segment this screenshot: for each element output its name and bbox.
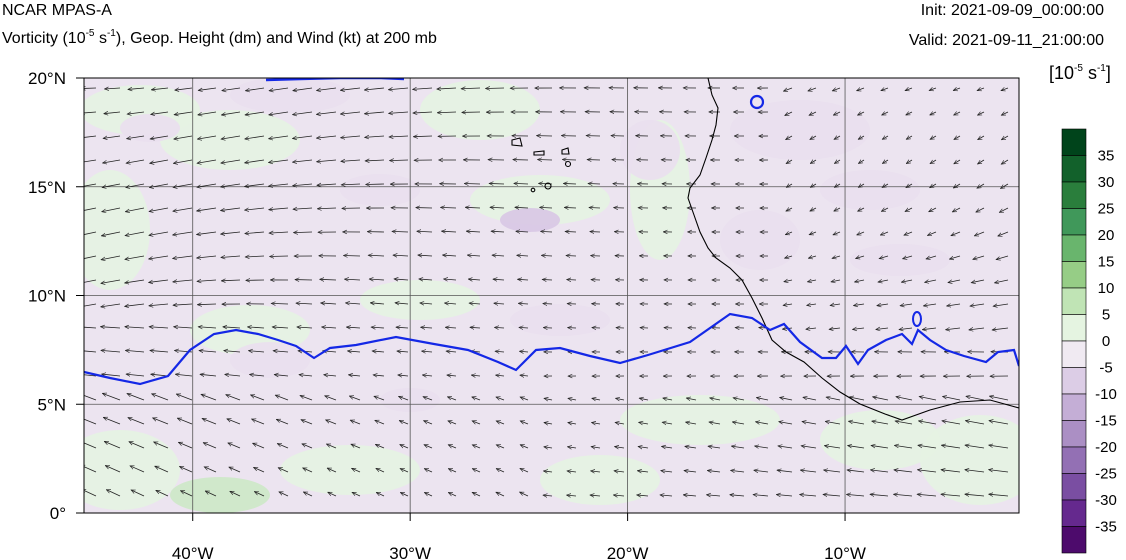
colorbar-swatch — [1061, 261, 1087, 289]
longitude-labels: 40°W 30°W 20°W 10°W — [172, 544, 866, 560]
colorbar-label: 10 — [1098, 280, 1115, 297]
colorbar-swatch — [1061, 526, 1087, 554]
colorbar-swatch — [1061, 446, 1087, 474]
longitude-label: 40°W — [172, 544, 214, 560]
colorbar-labels: 35 30 25 20 15 10 5 0 -5 -10 -15 -20 -25 -30 -35 — [1095, 148, 1117, 536]
colorbar-swatch — [1061, 314, 1087, 342]
colorbar-label: -30 — [1095, 492, 1117, 509]
colorbar-swatch — [1061, 181, 1087, 209]
colorbar-label: -35 — [1095, 519, 1117, 536]
valid-time: Valid: 2021-09-11_21:00:00 — [908, 32, 1104, 49]
latitude-label: 5°N — [37, 395, 66, 414]
colorbar-label: -10 — [1095, 386, 1117, 403]
colorbar-swatch — [1061, 393, 1087, 421]
colorbar-label: -20 — [1095, 439, 1117, 456]
colorbar-label: 35 — [1098, 148, 1115, 165]
colorbar — [1061, 128, 1087, 554]
model-title: NCAR MPAS-A — [2, 2, 112, 19]
latitude-label: 0° — [50, 504, 66, 523]
colorbar-swatch — [1061, 420, 1087, 448]
geopotential-contour-south — [84, 312, 1019, 386]
colorbar-swatch — [1061, 367, 1087, 395]
colorbar-units: [10-5 s-1] — [1049, 63, 1111, 83]
colorbar-swatch — [1061, 234, 1087, 262]
colorbar-swatch — [1061, 473, 1087, 501]
latitude-label: 10°N — [28, 287, 66, 306]
colorbar-label: -5 — [1099, 360, 1112, 377]
init-time: Init: 2021-09-09_00:00:00 — [920, 2, 1104, 19]
longitude-label: 10°W — [824, 544, 866, 560]
colorbar-swatch — [1061, 128, 1087, 156]
colorbar-label: -25 — [1095, 466, 1117, 483]
colorbar-label: 0 — [1102, 333, 1110, 350]
colorbar-swatch — [1061, 340, 1087, 368]
geopotential-closed-contour — [912, 311, 922, 327]
colorbar-swatch — [1061, 499, 1087, 527]
colorbar-swatch — [1061, 208, 1087, 236]
plot-subtitle: Vorticity (10-5 s-1), Geop. Height (dm) … — [2, 27, 437, 47]
vorticity-field — [84, 78, 1019, 513]
latitude-label: 15°N — [28, 178, 66, 197]
axis-ticks — [76, 77, 846, 521]
latitude-labels: 20°N 15°N 10°N 5°N 0° — [28, 69, 66, 523]
colorbar-label: 30 — [1098, 174, 1115, 191]
colorbar-label: -15 — [1095, 413, 1117, 430]
colorbar-label: 15 — [1098, 254, 1115, 271]
cape-verde-islands — [511, 137, 572, 193]
graticule — [84, 78, 1019, 513]
colorbar-label: 25 — [1098, 201, 1115, 218]
wind-vectors — [84, 88, 1009, 496]
geopotential-closed-low — [749, 94, 765, 110]
colorbar-swatch — [1061, 287, 1087, 315]
longitude-label: 20°W — [607, 544, 649, 560]
colorbar-swatch — [1061, 155, 1087, 183]
longitude-label: 30°W — [389, 544, 431, 560]
colorbar-label: 20 — [1098, 227, 1115, 244]
colorbar-label: 5 — [1102, 307, 1110, 324]
african-coastline — [687, 78, 1019, 421]
latitude-label: 20°N — [28, 69, 66, 88]
